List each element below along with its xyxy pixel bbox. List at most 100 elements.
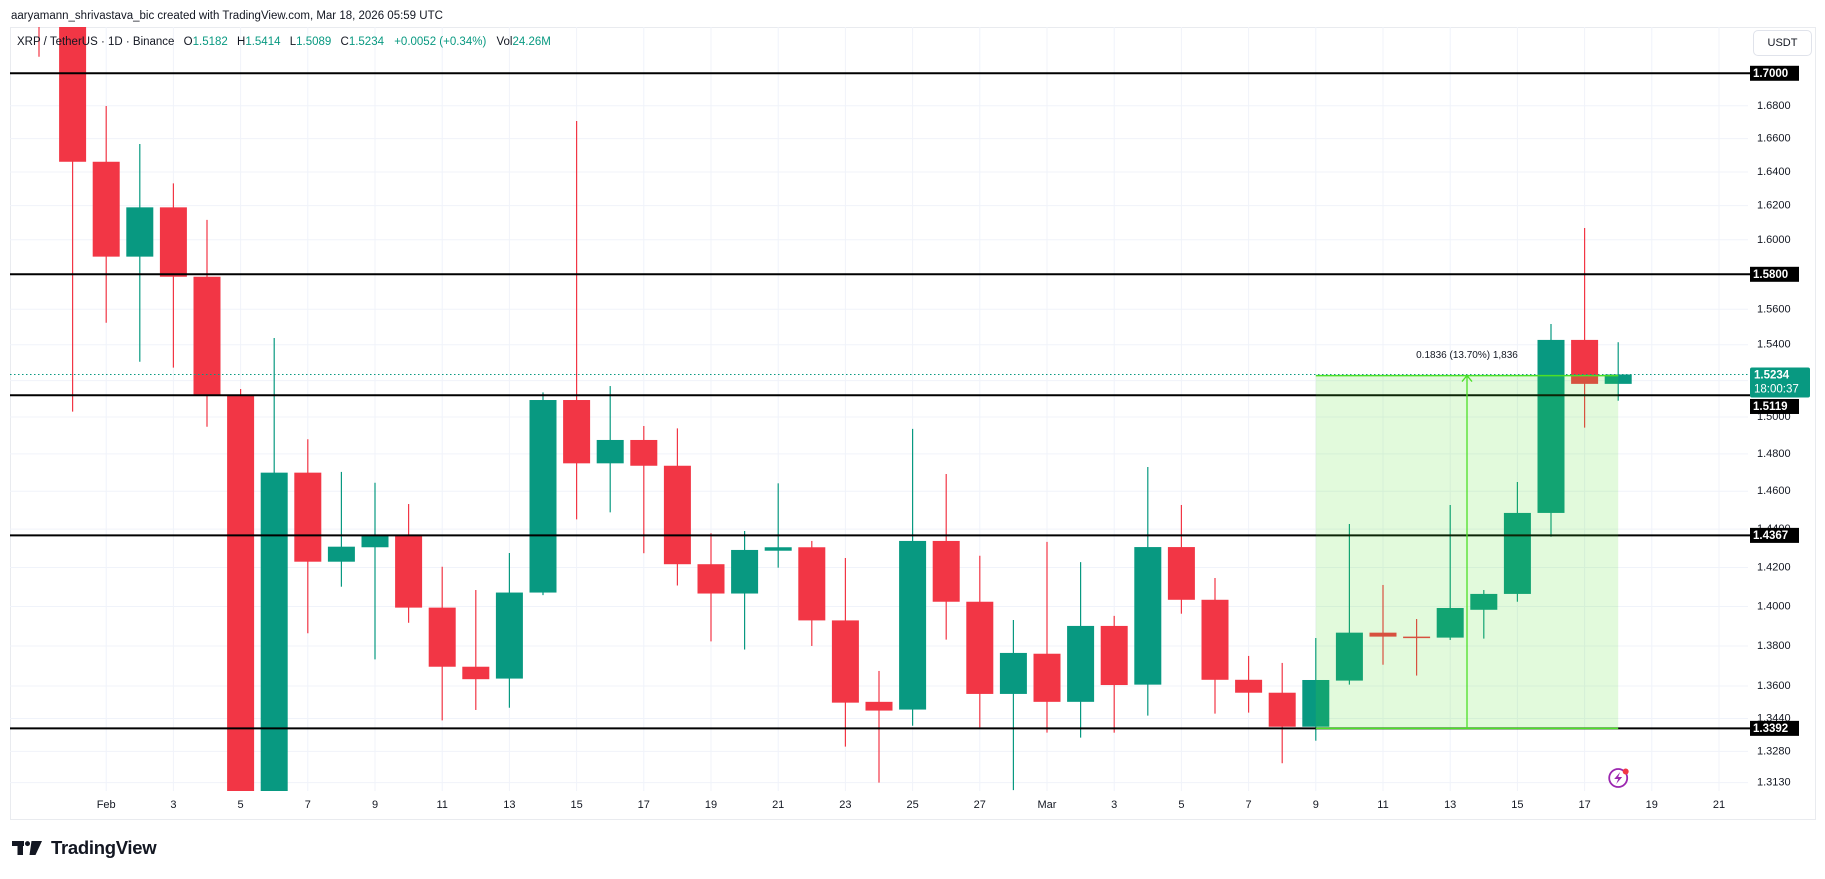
candle-bearish [1571,227,1599,428]
lightning-event-icon[interactable] [1608,768,1629,788]
candle-body [731,549,759,594]
level-price-label: 1.5119 [1750,398,1799,414]
time-tick-label: 11 [1377,799,1388,811]
price-tick-label: 1.5600 [1757,303,1791,315]
price-tick-label: 1.6800 [1757,100,1791,112]
level-price-value: 1.5119 [1753,401,1788,413]
candle-bearish [92,105,120,323]
currency-unit-button[interactable]: USDT [1753,30,1812,56]
candle-body [495,592,523,679]
time-tick-label: 5 [238,799,244,811]
time-tick-label: 27 [974,799,986,811]
close-label: C [340,36,349,48]
candle-bullish [1503,482,1531,602]
time-tick-label: 15 [1511,799,1523,811]
price-tick-label: 1.3600 [1757,680,1791,692]
price-tick-label: 1.3130 [1757,777,1791,789]
bar-countdown: 18:00:37 [1754,383,1799,395]
legend-close: C1.5234 [341,36,385,48]
time-tick-label: Mar [1038,799,1057,811]
candle-body [1067,625,1095,702]
candle-bullish [495,553,523,708]
close-value: 1.5234 [348,36,384,48]
price-range-measure[interactable]: 0.1836 (13.70%) 1,836 [1315,350,1619,730]
candle-body [59,27,87,162]
time-tick-label: 3 [170,799,176,811]
open-value: 1.5182 [192,36,228,48]
candle-body [831,620,859,703]
time-axis[interactable]: Feb 3 5 7 9 11 13 15 17 19 21 23 25 27 Mar 3 5 7 9 11 13 15 17… [97,799,1725,811]
candle-bearish [831,558,859,747]
candle-body [395,535,423,608]
level-price-value: 1.5800 [1753,269,1788,281]
candle-body [798,547,826,621]
time-tick-label: 7 [1246,799,1252,811]
candle-bearish [1100,615,1128,733]
candle-body [999,652,1027,694]
candle-bearish [1369,584,1397,665]
high-label: H [237,36,246,48]
candle-bullish [1335,523,1363,685]
price-tick-label: 1.4000 [1757,600,1791,612]
level-price-value: 1.7000 [1753,68,1788,80]
candle-body [1537,339,1565,513]
candle-body [294,472,322,562]
level-price-label: 1.7000 [1750,65,1799,81]
level-price-label: 1.4367 [1750,527,1799,543]
symbol-title[interactable]: XRP / TetherUS · 1D · Binance [17,36,175,48]
candle-bearish [1167,504,1195,614]
candle-bullish [529,392,557,596]
candle-bearish [59,27,87,412]
time-tick-label: 13 [503,799,515,811]
tradingview-logo-text: TradingView [51,837,157,858]
price-tick-label: 1.6000 [1757,234,1791,246]
time-tick-label: 15 [570,799,582,811]
price-axis[interactable]: 1.6800 1.6600 1.6400 1.6200 1.6000 1.5600 1.54… [1750,65,1810,789]
level-price-label-bg [1750,720,1799,736]
candle-body [462,666,490,680]
candle-body [1201,599,1229,680]
candle-body [630,439,658,466]
candle-body [1571,339,1599,384]
candle-bullish [1134,467,1162,716]
price-tick-label: 1.5400 [1757,339,1791,351]
candle-body [663,465,691,565]
candle-body [1403,636,1431,639]
candle-bearish [193,219,221,427]
candle-bearish [395,504,423,623]
candle-bullish [1302,638,1330,741]
candle-body [1235,679,1263,693]
candle-body [932,540,960,602]
candle-body [1369,632,1397,637]
candle-body [227,396,255,791]
candle-bullish [260,337,288,791]
candle-body [697,564,725,594]
time-tick-label: 23 [839,799,851,811]
time-tick-label: 17 [638,799,650,811]
candle-bullish [327,471,355,587]
candle-bearish [1403,619,1431,676]
candle-body [126,207,154,257]
volume-value: 24.26M [512,36,551,48]
time-tick-label: 3 [1111,799,1117,811]
candle-bullish [999,620,1027,791]
plot-area[interactable] [10,0,1748,879]
tradingview-logo[interactable]: TradingView [12,837,157,858]
time-tick-label: 17 [1578,799,1590,811]
price-tick-label: 1.3280 [1757,745,1791,757]
high-value: 1.5414 [245,36,281,48]
time-tick-label: 21 [772,799,784,811]
level-price-label-bg [1750,398,1799,414]
candle-body [1604,374,1632,384]
price-tick-label: 1.4800 [1757,448,1791,460]
price-tick-label: 1.4600 [1757,485,1791,497]
notification-dot-icon [1622,768,1629,775]
time-tick-label: Feb [97,799,116,811]
time-tick-label: 25 [906,799,918,811]
symbol-legend: XRP / TetherUS · 1D · Binance O1.5182 H1… [17,34,551,51]
candle-body [966,601,994,694]
measure-label: 0.1836 (13.70%) 1,836 [1416,350,1518,361]
open-label: O [183,36,193,48]
candle-bullish [731,530,759,650]
